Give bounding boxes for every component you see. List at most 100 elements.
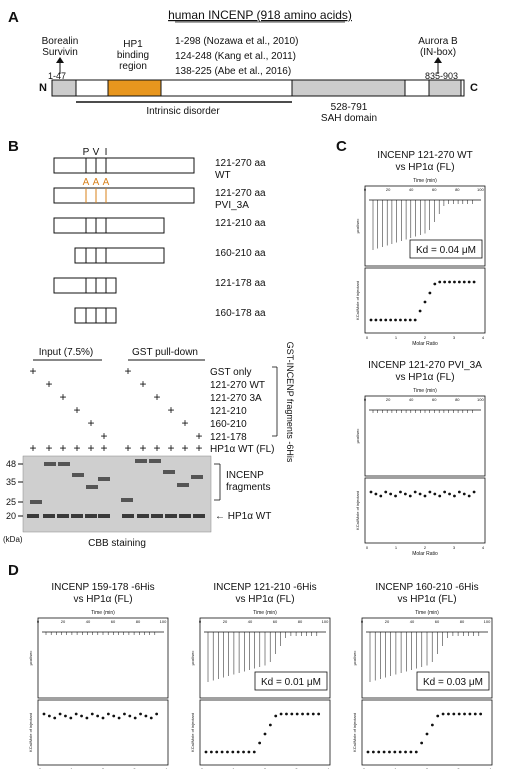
pulldown-rows: GST only+ +121-270 WT+ +121-270 3A+ +121-21…	[29, 364, 274, 455]
hp1-band	[179, 514, 191, 518]
hp1-band	[43, 514, 55, 518]
time-tick: 40	[86, 619, 91, 624]
plus-mark: +	[139, 377, 146, 391]
time-tick: 80	[136, 619, 141, 624]
data-point	[215, 750, 219, 754]
data-point	[468, 712, 472, 716]
data-point	[90, 712, 94, 716]
data-point	[453, 280, 456, 284]
data-point	[85, 716, 89, 720]
time-tick: 20	[385, 619, 390, 624]
data-point	[457, 280, 461, 284]
data-point	[384, 318, 388, 322]
plus-mark: +	[124, 364, 131, 378]
molar-tick: 4	[327, 767, 330, 769]
mw-48: 48	[6, 459, 16, 469]
plus-mark: +	[59, 441, 66, 455]
construct-label: 160-178 aa	[215, 308, 266, 319]
data-point	[231, 750, 235, 754]
hp1-band	[85, 514, 97, 518]
data-point	[448, 280, 451, 284]
data-point	[408, 318, 412, 322]
time-tick: 40	[410, 619, 415, 624]
borealin-label: Borealin	[42, 36, 79, 47]
data-point	[452, 712, 456, 716]
bottom-ylabel: KCal/Mole of injectant	[355, 490, 360, 530]
bottom-ylabel: KCal/Mole of injectant	[28, 712, 33, 752]
hp1-band	[137, 514, 149, 518]
data-point	[418, 492, 422, 496]
time-tick: 60	[273, 619, 278, 624]
data-point	[274, 714, 278, 718]
data-point	[436, 714, 440, 718]
molar-tick: 4	[489, 767, 492, 769]
data-point	[403, 318, 407, 322]
data-point	[430, 723, 434, 727]
molar-tick: 2	[424, 335, 427, 340]
itc-bottom-panel	[364, 477, 486, 544]
data-point	[306, 712, 310, 716]
gel-band	[135, 459, 147, 463]
hp1-band	[98, 514, 110, 518]
cbb-label: CBB staining	[88, 538, 146, 549]
data-point	[413, 318, 417, 322]
kd-box	[254, 671, 328, 691]
data-point	[467, 494, 471, 498]
data-point	[462, 280, 466, 284]
data-point	[428, 490, 432, 494]
molar-tick: 1	[70, 767, 73, 769]
aurora-arrow-head	[434, 57, 442, 63]
gel-image	[22, 455, 212, 533]
data-point	[403, 492, 407, 496]
data-point	[394, 318, 397, 322]
row-label: 121-270 3A	[210, 393, 262, 404]
data-point	[457, 712, 461, 716]
top-ylabel: μcal/sec	[28, 651, 33, 666]
inbox-domain	[428, 79, 462, 97]
hp1-wt-arrow-label: ← HP1α WT	[215, 511, 271, 522]
time-tick: 0	[364, 397, 367, 402]
data-point	[204, 750, 208, 754]
itc-bottom-panel	[364, 267, 486, 334]
data-point	[472, 490, 476, 494]
panel-b-letter: B	[8, 138, 19, 155]
kd-label: Kd = 0.01 μM	[261, 677, 321, 688]
bottom-ylabel: KCal/Mole of injectant	[352, 712, 357, 752]
molar-tick: 0	[201, 767, 204, 769]
time-tick: 40	[409, 397, 414, 402]
gel-band	[44, 462, 56, 466]
itc-bottom-panel	[199, 699, 331, 766]
bottom-ylabel: KCal/Mole of injectant	[190, 712, 195, 752]
top-ylabel: μcal/sec	[352, 651, 357, 666]
hp1-label-1: HP1	[123, 39, 143, 50]
disorder-label: Intrinsic disorder	[146, 106, 220, 117]
hp1-band	[122, 514, 134, 518]
borealin-domain	[51, 79, 77, 97]
data-point	[106, 712, 110, 716]
n-terminus: N	[39, 82, 47, 94]
data-point	[155, 712, 159, 716]
mw-25: 25	[6, 497, 16, 507]
gel-band	[149, 459, 161, 463]
plus-mark: +	[124, 441, 131, 455]
plus-mark: +	[45, 377, 52, 391]
data-point	[428, 291, 432, 295]
data-point	[374, 318, 378, 322]
plus-mark: +	[195, 441, 202, 455]
data-point	[418, 309, 422, 313]
kd-box	[416, 671, 490, 691]
data-point	[423, 300, 427, 304]
time-tick: 80	[298, 619, 303, 624]
kd-box	[409, 239, 483, 259]
c-terminus: C	[470, 82, 478, 94]
data-point	[377, 750, 381, 754]
data-point	[295, 712, 299, 716]
gel-band	[86, 485, 98, 489]
row-label: GST only	[210, 367, 252, 378]
time-tick: 40	[248, 619, 253, 624]
data-point	[473, 712, 477, 716]
